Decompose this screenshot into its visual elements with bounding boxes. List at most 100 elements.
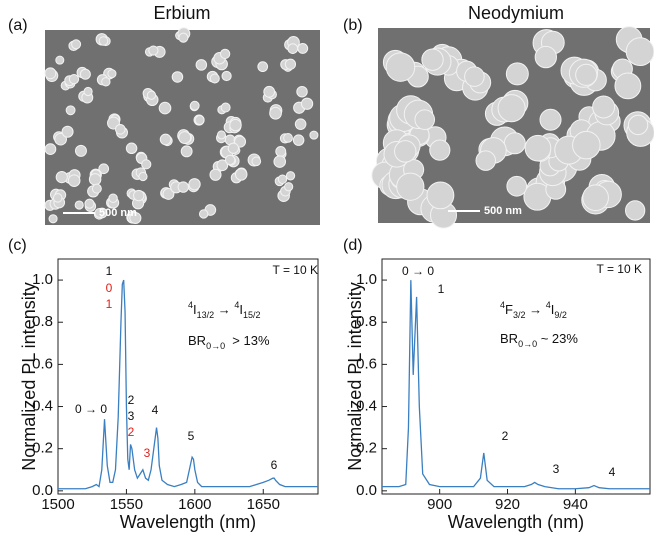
branching-part: BR: [500, 331, 518, 346]
particle: [180, 145, 193, 158]
x-tick-label: 1500: [41, 496, 74, 513]
panel-label: (b): [343, 17, 363, 34]
particle: [614, 72, 642, 100]
transition-part: 15/2: [243, 310, 261, 320]
particle: [234, 168, 248, 181]
particle: [534, 45, 557, 69]
particle: [74, 200, 84, 210]
x-tick-label: 1600: [178, 496, 211, 513]
particle: [251, 156, 262, 167]
particle: [88, 173, 102, 186]
particle: [138, 171, 148, 182]
particle: [107, 69, 117, 79]
particle: [257, 61, 269, 73]
y-axis-label: Normalized PL intensity: [345, 282, 365, 470]
transition-part: 4: [546, 300, 551, 310]
particle: [285, 171, 296, 181]
particle: [65, 105, 76, 116]
particle: [300, 97, 314, 110]
branching-label: BR0→0 > 13%: [188, 333, 270, 351]
transition-part: I: [193, 302, 197, 317]
peak-annotation: 3: [128, 409, 135, 423]
y-tick-label: 1.0: [32, 271, 53, 288]
particle: [284, 182, 294, 192]
peak-annotation: 5: [188, 429, 195, 443]
particle: [158, 101, 172, 115]
particle: [227, 142, 239, 154]
particle: [294, 118, 307, 131]
y-tick-label: 1.0: [356, 271, 377, 288]
transition-label: 4F3/2 → 4I9/2: [500, 300, 567, 320]
particle: [292, 134, 305, 146]
y-tick-label: 0.4: [32, 398, 53, 415]
peak-annotation: 4: [152, 403, 159, 417]
particle: [209, 73, 220, 84]
peak-annotation: 1: [438, 282, 445, 296]
particle: [98, 36, 109, 46]
y-tick-label: 0.6: [32, 355, 53, 372]
sem-image: [44, 27, 320, 225]
particle: [83, 86, 93, 97]
particle: [575, 63, 598, 86]
x-tick-label: 920: [495, 496, 520, 513]
particle: [129, 211, 142, 225]
particle: [429, 139, 451, 161]
particle: [221, 70, 232, 82]
branching-part: ~ 23%: [537, 331, 578, 346]
transition-part: 9/2: [554, 310, 567, 320]
particle: [277, 174, 288, 184]
particle: [539, 108, 562, 131]
transition-part: →: [525, 302, 545, 317]
particle: [396, 172, 425, 201]
panel-title: Neodymium: [468, 3, 564, 23]
particle: [592, 95, 616, 119]
particle: [309, 130, 319, 140]
y-tick-label: 0.4: [356, 398, 377, 415]
spectrum-line: [382, 280, 650, 490]
particle: [159, 133, 172, 146]
x-axis-label: Wavelength (nm): [448, 512, 584, 532]
particle: [284, 58, 297, 70]
y-tick-label: 0.2: [32, 440, 53, 457]
particle: [475, 150, 497, 171]
peak-annotation: 1: [106, 297, 113, 311]
particle: [44, 143, 57, 155]
particle: [177, 181, 189, 193]
peak-annotation: 4: [609, 465, 616, 479]
peak-annotation: 3: [144, 446, 151, 460]
particle: [497, 94, 526, 123]
particle: [171, 71, 184, 83]
y-tick-label: 0.8: [356, 313, 377, 330]
particle: [146, 90, 157, 100]
x-tick-label: 900: [427, 496, 452, 513]
peak-annotation: 0 → 0: [402, 264, 434, 278]
scale-bar-label: 500 nm: [99, 207, 137, 219]
particle: [67, 174, 81, 187]
particle: [216, 159, 229, 172]
peak-annotation: 0 → 0: [75, 402, 107, 416]
particle: [74, 144, 87, 157]
peak-annotation: T = 10 K: [273, 263, 318, 277]
sem-image: [371, 26, 654, 229]
peak-annotation: 2: [502, 429, 509, 443]
branching-label: BR0→0 ~ 23%: [500, 331, 578, 349]
particle: [84, 198, 95, 209]
particle: [283, 133, 293, 143]
particle: [94, 208, 105, 218]
particle: [624, 200, 646, 221]
particle: [53, 193, 63, 203]
particle: [141, 159, 152, 170]
particle: [229, 118, 242, 132]
x-tick-label: 1550: [110, 496, 143, 513]
scale-bar-label: 500 nm: [484, 205, 522, 217]
particle: [44, 67, 57, 80]
transition-label: 4I13/2 → 4I15/2: [188, 300, 261, 320]
transition-part: →: [214, 302, 234, 317]
particle: [189, 100, 200, 111]
particle: [55, 55, 65, 65]
y-tick-label: 0.8: [32, 313, 53, 330]
particle: [178, 32, 189, 43]
particle: [296, 86, 308, 98]
particle: [108, 193, 118, 203]
